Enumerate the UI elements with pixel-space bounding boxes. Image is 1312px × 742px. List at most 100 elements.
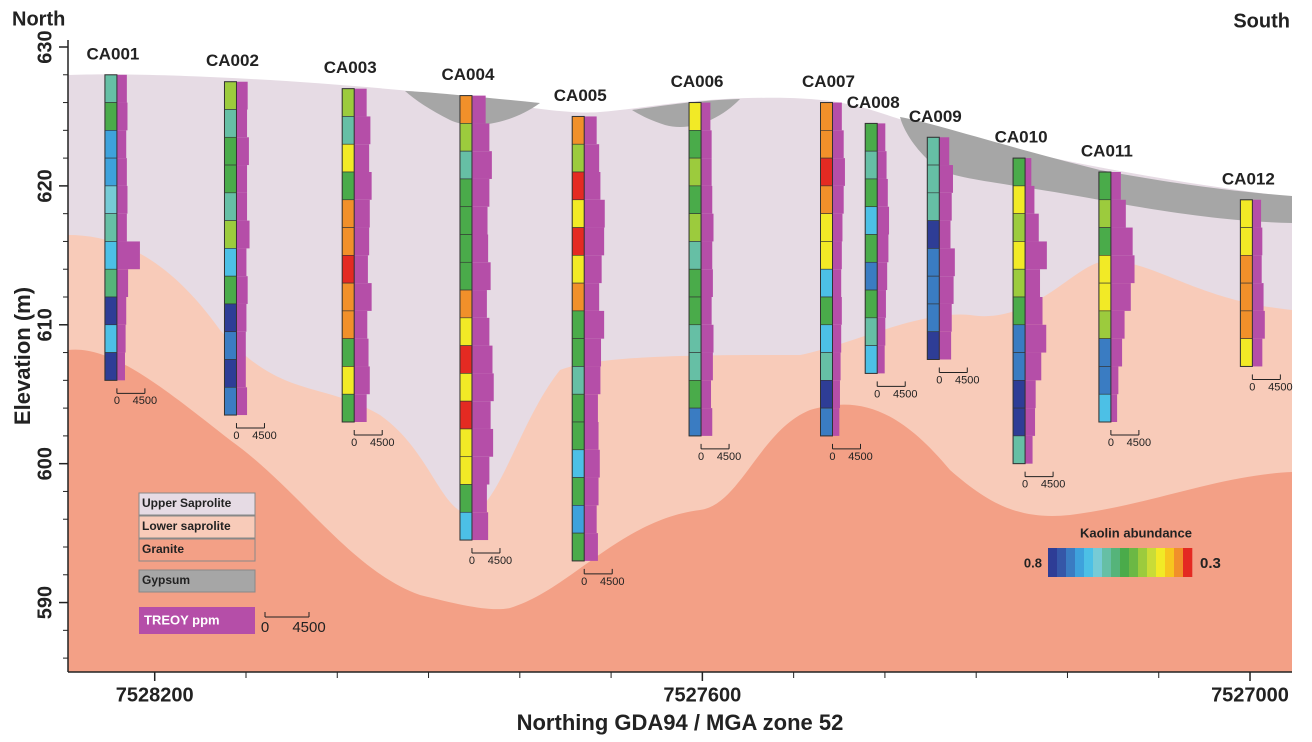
south-label: South [1233,10,1290,32]
treoy-bar [1252,311,1264,339]
kaolin-interval [1013,380,1025,408]
treoy-bar [236,248,246,276]
kaolin-interval [342,172,354,200]
colorbar-swatch [1156,548,1165,577]
kaolin-interval [224,360,236,388]
treoy-bar [117,353,125,381]
kaolin-interval [105,186,117,214]
kaolin-interval [865,346,877,374]
kaolin-interval [689,186,701,214]
kaolin-interval [820,214,832,242]
kaolin-interval [820,408,832,436]
treoy-bar [1111,311,1125,339]
chart: North South Elevation (m) Northing GDA94… [0,0,1312,742]
kaolin-interval [572,478,584,506]
treoy-bar [354,283,371,311]
kaolin-interval [1013,436,1025,464]
drillhole-name: CA002 [206,51,259,70]
x-axis-title: Northing GDA94 / MGA zone 52 [517,710,844,735]
treoy-bar [1025,186,1034,214]
treoy-bar [472,235,488,263]
treoy-bar [877,179,888,207]
kaolin-interval [865,318,877,346]
kaolin-interval [460,123,472,151]
kaolin-interval [1013,408,1025,436]
kaolin-interval [105,130,117,158]
kaolin-interval [1099,283,1111,311]
kaolin-interval [1099,394,1111,422]
treoy-bar [701,408,712,436]
kaolin-interval [1099,255,1111,283]
kaolin-interval [572,116,584,144]
kaolin-interval [689,103,701,131]
treoy-bar [701,158,712,186]
treoy-bar [472,96,486,124]
treoy-bar [939,193,951,221]
kaolin-interval [572,255,584,283]
y-tick-label: 630 [34,30,56,63]
treoy-bar [1252,255,1261,283]
kaolin-interval [105,353,117,381]
kaolin-interval [572,228,584,256]
treoy-bar [236,360,245,388]
treoy-bar [832,325,841,353]
kaolin-interval [105,297,117,325]
treoy-bar [701,380,711,408]
treoy-bar [832,130,843,158]
kaolin-interval [460,235,472,263]
kaolin-interval [460,179,472,207]
kaolin-interval [224,193,236,221]
treoy-bar [354,255,368,283]
scale-label: 4500 [955,374,979,386]
kaolin-interval [572,172,584,200]
drillhole-name: CA010 [995,128,1048,147]
kaolin-interval [224,332,236,360]
treoy-bar [877,346,884,374]
kaolin-interval [224,165,236,193]
kaolin-interval [1240,228,1252,256]
kaolin-interval [105,75,117,103]
treoy-bar [584,228,604,256]
kaolin-interval [820,130,832,158]
y-axis-title: Elevation (m) [10,287,35,425]
treoy-bar [701,130,712,158]
treoy-bar [354,339,368,367]
treoy-bar [832,353,840,381]
treoy-bar [236,387,247,415]
treoy-bar [117,186,128,214]
kaolin-interval [865,179,877,207]
treoy-bar [354,394,366,422]
scale-label: 4500 [133,395,157,407]
drillhole-name: CA011 [1081,141,1133,160]
x-tick-label: 7527000 [1211,684,1289,706]
kaolin-interval [342,255,354,283]
treoy-bar [584,200,605,228]
kaolin-interval [460,346,472,374]
treoy-bar [939,276,953,304]
colorbar-swatch [1165,548,1174,577]
legend-label: Upper Saprolite [142,496,232,510]
kaolin-interval [224,248,236,276]
treoy-bar [472,318,489,346]
treoy-bar [472,207,488,235]
kaolin-interval [572,394,584,422]
kaolin-interval [105,158,117,186]
treoy-bar [584,366,600,394]
kaolin-interval [460,429,472,457]
scale-label: 4500 [600,576,624,588]
colorbar-swatch [1048,548,1057,577]
treoy-bar [472,457,489,485]
treoy-bar [1111,366,1118,394]
colorbar-label: 0.8 [1024,555,1042,570]
kaolin-interval [689,408,701,436]
kaolin-interval [865,151,877,179]
treoy-bar [939,304,951,332]
kaolin-interval [820,297,832,325]
kaolin-interval [572,144,584,172]
drillhole-name: CA003 [324,58,377,77]
kaolin-interval [342,394,354,422]
scale-label: 4500 [1127,437,1151,449]
treoy-bar [236,332,245,360]
colorbar-label: 0.3 [1200,555,1221,572]
kaolin-interval [1013,241,1025,269]
